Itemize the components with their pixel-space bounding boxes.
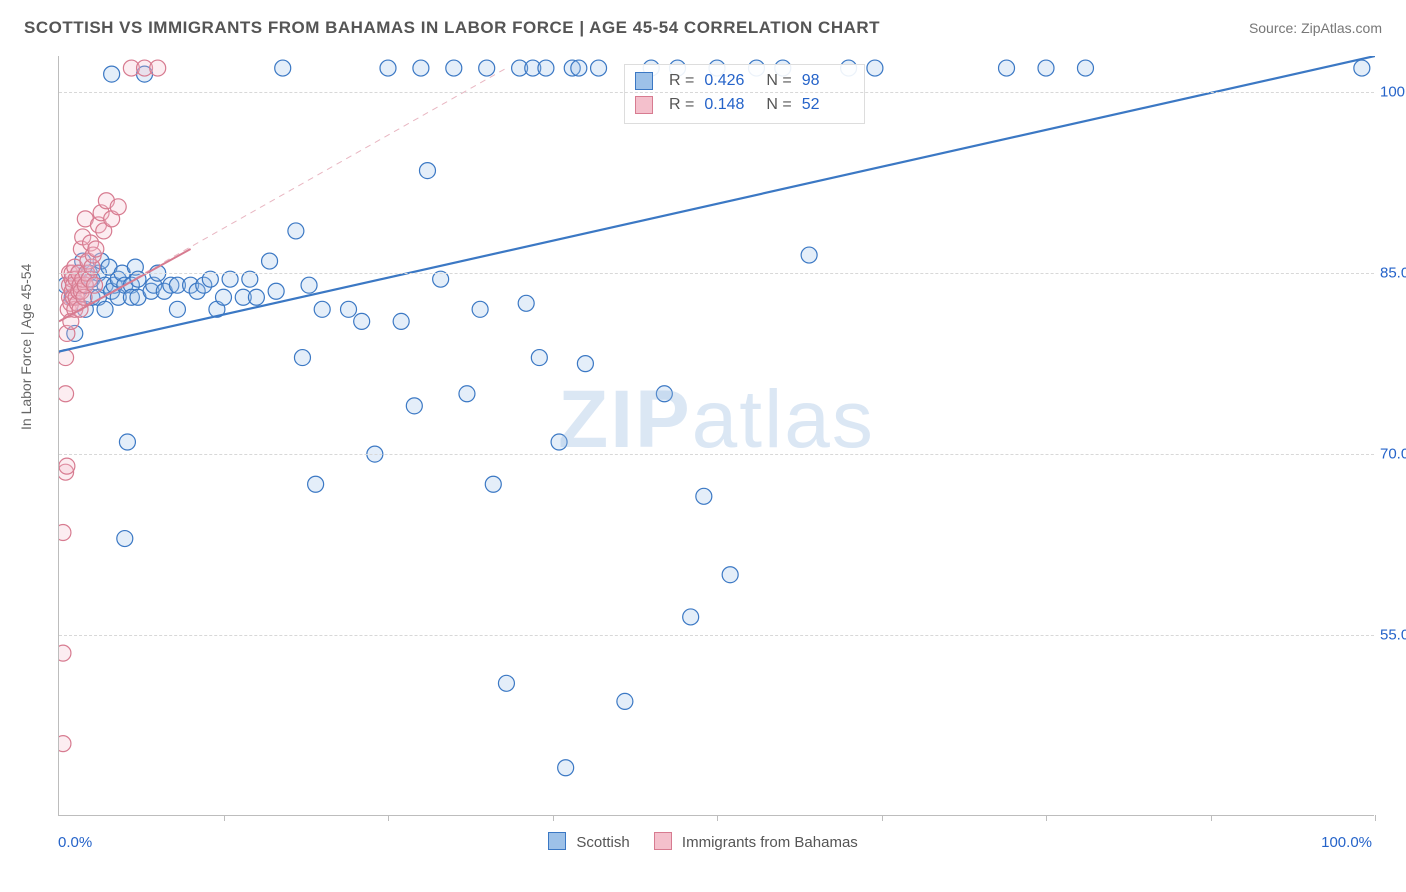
data-point-scottish bbox=[268, 283, 284, 299]
data-point-scottish bbox=[1354, 60, 1370, 76]
data-point-scottish bbox=[117, 531, 133, 547]
plot-area: ZIPatlas R = 0.426 N = 98 R = 0.148 N = … bbox=[58, 56, 1374, 816]
title-bar: SCOTTISH VS IMMIGRANTS FROM BAHAMAS IN L… bbox=[24, 18, 1382, 38]
data-point-scottish bbox=[518, 295, 534, 311]
correlation-stats-box: R = 0.426 N = 98 R = 0.148 N = 52 bbox=[624, 64, 865, 124]
data-point-bahamas bbox=[150, 60, 166, 76]
data-point-scottish bbox=[262, 253, 278, 269]
x-tick bbox=[388, 815, 389, 821]
data-point-scottish bbox=[446, 60, 462, 76]
series-legend: Scottish Immigrants from Bahamas bbox=[0, 832, 1406, 851]
chart-container: SCOTTISH VS IMMIGRANTS FROM BAHAMAS IN L… bbox=[0, 0, 1406, 892]
data-point-scottish bbox=[393, 313, 409, 329]
data-point-scottish bbox=[341, 301, 357, 317]
data-point-scottish bbox=[248, 289, 264, 305]
gridline bbox=[59, 635, 1374, 636]
data-point-scottish bbox=[999, 60, 1015, 76]
chart-title: SCOTTISH VS IMMIGRANTS FROM BAHAMAS IN L… bbox=[24, 18, 880, 38]
swatch-icon bbox=[654, 832, 672, 850]
data-point-scottish bbox=[571, 60, 587, 76]
data-point-scottish bbox=[380, 60, 396, 76]
swatch-icon bbox=[635, 96, 653, 114]
x-tick bbox=[1375, 815, 1376, 821]
gridline bbox=[59, 454, 1374, 455]
data-point-scottish bbox=[314, 301, 330, 317]
y-tick-label: 70.0% bbox=[1380, 446, 1406, 463]
data-point-scottish bbox=[354, 313, 370, 329]
data-point-scottish bbox=[308, 476, 324, 492]
data-point-scottish bbox=[683, 609, 699, 625]
data-point-bahamas bbox=[59, 386, 74, 402]
data-point-scottish bbox=[301, 277, 317, 293]
x-tick bbox=[1211, 815, 1212, 821]
data-point-bahamas bbox=[59, 458, 75, 474]
legend-item-scottish: Scottish bbox=[548, 832, 630, 851]
x-tick bbox=[1046, 815, 1047, 821]
data-point-bahamas bbox=[59, 525, 71, 541]
y-tick-label: 100.0% bbox=[1380, 84, 1406, 101]
data-point-scottish bbox=[551, 434, 567, 450]
data-point-scottish bbox=[169, 301, 185, 317]
data-point-scottish bbox=[867, 60, 883, 76]
x-tick bbox=[553, 815, 554, 821]
data-point-scottish bbox=[216, 289, 232, 305]
swatch-icon bbox=[635, 72, 653, 90]
data-point-scottish bbox=[104, 66, 120, 82]
y-tick-label: 85.0% bbox=[1380, 265, 1406, 282]
data-point-scottish bbox=[722, 567, 738, 583]
data-point-scottish bbox=[275, 60, 291, 76]
data-point-scottish bbox=[119, 434, 135, 450]
data-point-scottish bbox=[538, 60, 554, 76]
data-point-scottish bbox=[498, 675, 514, 691]
data-point-scottish bbox=[485, 476, 501, 492]
data-point-scottish bbox=[419, 163, 435, 179]
data-point-scottish bbox=[531, 350, 547, 366]
swatch-icon bbox=[548, 832, 566, 850]
gridline bbox=[59, 273, 1374, 274]
stats-row-bahamas: R = 0.148 N = 52 bbox=[635, 93, 854, 117]
data-point-scottish bbox=[696, 488, 712, 504]
stats-row-scottish: R = 0.426 N = 98 bbox=[635, 69, 854, 93]
legend-item-bahamas: Immigrants from Bahamas bbox=[654, 832, 858, 851]
x-tick bbox=[882, 815, 883, 821]
data-point-bahamas bbox=[87, 277, 103, 293]
scatter-svg bbox=[59, 56, 1375, 816]
data-point-scottish bbox=[591, 60, 607, 76]
data-point-bahamas bbox=[110, 199, 126, 215]
data-point-bahamas bbox=[59, 736, 71, 752]
data-point-scottish bbox=[617, 693, 633, 709]
data-point-scottish bbox=[479, 60, 495, 76]
data-point-scottish bbox=[97, 301, 113, 317]
x-tick bbox=[224, 815, 225, 821]
data-point-scottish bbox=[459, 386, 475, 402]
data-point-scottish bbox=[577, 356, 593, 372]
data-point-scottish bbox=[413, 60, 429, 76]
data-point-scottish bbox=[406, 398, 422, 414]
data-point-scottish bbox=[558, 760, 574, 776]
data-point-scottish bbox=[472, 301, 488, 317]
data-point-scottish bbox=[294, 350, 310, 366]
x-tick bbox=[717, 815, 718, 821]
data-point-scottish bbox=[1038, 60, 1054, 76]
y-tick-label: 55.0% bbox=[1380, 627, 1406, 644]
data-point-scottish bbox=[656, 386, 672, 402]
data-point-bahamas bbox=[88, 241, 104, 257]
data-point-scottish bbox=[288, 223, 304, 239]
data-point-scottish bbox=[801, 247, 817, 263]
data-point-scottish bbox=[1077, 60, 1093, 76]
data-point-bahamas bbox=[59, 645, 71, 661]
gridline bbox=[59, 92, 1374, 93]
source-attribution: Source: ZipAtlas.com bbox=[1249, 20, 1382, 36]
y-axis-title: In Labor Force | Age 45-54 bbox=[18, 264, 34, 430]
